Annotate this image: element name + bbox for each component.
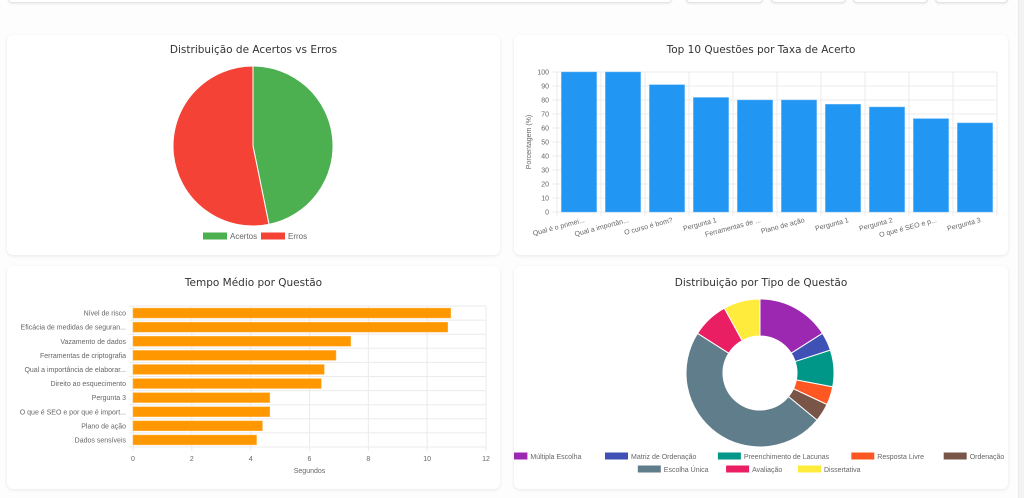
bar-8 bbox=[869, 106, 905, 213]
bar-5 bbox=[737, 99, 773, 213]
bar-3 bbox=[649, 84, 685, 213]
x-tick-label: Pergunta 3 bbox=[947, 217, 982, 233]
legend-label-escolha-unica: Escolha Única bbox=[664, 465, 709, 474]
y-tick-label: 10 bbox=[541, 196, 549, 203]
bar-10 bbox=[957, 122, 993, 213]
y-tick-label: 90 bbox=[541, 84, 549, 91]
donut-slice-escolha-unica bbox=[685, 332, 818, 448]
bar-chart-card: Top 10 Questões por Taxa de Acerto 0 10 20… bbox=[514, 35, 1008, 255]
legend-label-avaliacao: Avaliação bbox=[752, 467, 782, 474]
pie-slice-erros bbox=[172, 65, 270, 227]
y-tick-label: 60 bbox=[541, 126, 549, 133]
y-tick-label: Nível de risco bbox=[84, 311, 127, 318]
top-button-3[interactable] bbox=[853, 0, 928, 3]
hbar-10 bbox=[132, 434, 257, 446]
x-tick-label: 2 bbox=[190, 456, 194, 463]
hbar-3 bbox=[132, 336, 351, 347]
pie-slice-acertos bbox=[252, 65, 334, 225]
hbar-8 bbox=[132, 406, 271, 417]
legend-label-dissertativa: Dissertativa bbox=[824, 467, 861, 474]
y-tick-label: Pergunta 3 bbox=[92, 395, 126, 402]
y-tick-label: 40 bbox=[541, 154, 549, 161]
x-tick-label: 12 bbox=[482, 456, 490, 463]
y-tick-label: 0 bbox=[545, 210, 549, 217]
legend-label-matriz-de-ordenacao: Matriz de Ordenação bbox=[631, 454, 696, 461]
pie-chart-card: Distribuição de Acertos vs Erros Acertos… bbox=[7, 35, 500, 255]
legend-label-resposta-livre: Resposta Livre bbox=[877, 454, 924, 461]
y-tick-label: Vazamento de dados bbox=[60, 339, 126, 346]
donut-slice-dissertativa bbox=[723, 298, 761, 342]
x-tick-label: Pergunta 1 bbox=[815, 217, 850, 233]
x-tick-label: 6 bbox=[308, 456, 312, 463]
bar-6 bbox=[781, 99, 817, 213]
y-tick-label: Dados sensíveis bbox=[75, 437, 127, 444]
legend-swatch-resposta-livre bbox=[851, 452, 875, 460]
legend-swatch-matriz-de-ordenacao bbox=[605, 452, 628, 460]
x-tick-label: 0 bbox=[131, 456, 135, 463]
y-tick-label: 20 bbox=[541, 182, 549, 189]
bar-9 bbox=[913, 118, 949, 213]
bar-4 bbox=[693, 97, 729, 213]
hbar-chart-card: Tempo Médio por Questão 0 2 4 6 8 10 12 Nível d… bbox=[7, 266, 500, 489]
hbar-chart: 0 2 4 6 8 10 12 Nível de risco Eficácia de medid… bbox=[20, 305, 490, 475]
y-tick-label: Ferramentas de criptografia bbox=[40, 353, 126, 360]
legend-label-acertos: Acertos bbox=[230, 232, 257, 241]
y-axis-label: Porcentagem (%) bbox=[526, 115, 533, 169]
page-scrollbar[interactable] bbox=[1018, 0, 1024, 498]
hbar-6 bbox=[132, 378, 322, 389]
y-tick-label: Direito ao esquecimento bbox=[51, 381, 127, 388]
y-tick-label: O que é SEO e por que é import... bbox=[20, 409, 126, 416]
hbar-1 bbox=[132, 307, 451, 319]
legend-label-multipla-escolha: Múltipla Escolha bbox=[530, 454, 581, 461]
hbar-5 bbox=[132, 364, 325, 375]
hbar-2 bbox=[132, 321, 449, 333]
hbar-4 bbox=[132, 350, 337, 361]
bar-chart-title: Top 10 Questões por Taxa de Acerto bbox=[666, 44, 856, 56]
legend-swatch-erros bbox=[261, 232, 285, 240]
hbar-9 bbox=[132, 420, 263, 432]
y-tick-label: 50 bbox=[541, 140, 549, 147]
search-bar[interactable] bbox=[8, 0, 672, 3]
top-button-1[interactable] bbox=[686, 0, 763, 3]
hbar-7 bbox=[132, 392, 271, 403]
pie-chart: Acertos Erros bbox=[172, 65, 334, 241]
x-tick-label: Plano de ação bbox=[760, 217, 805, 235]
bar-2 bbox=[605, 71, 641, 213]
x-tick-label: 8 bbox=[366, 456, 370, 463]
x-tick-label: 4 bbox=[249, 456, 253, 463]
legend-swatch-acertos bbox=[203, 232, 227, 240]
hbar-chart-title: Tempo Médio por Questão bbox=[184, 277, 323, 289]
legend-swatch-avaliacao bbox=[726, 465, 750, 473]
bar-7 bbox=[825, 104, 861, 213]
bar-1 bbox=[561, 71, 597, 213]
pie-chart-title: Distribuição de Acertos vs Erros bbox=[169, 44, 338, 56]
legend-swatch-multipla-escolha bbox=[514, 452, 528, 460]
y-tick-label: Eficácia de medidas de seguran... bbox=[21, 325, 127, 332]
legend-swatch-dissertativa bbox=[798, 465, 821, 473]
y-tick-label: Qual a importância de elaborar... bbox=[24, 367, 126, 374]
x-tick-label: 10 bbox=[423, 456, 431, 463]
legend-swatch-preenchimento-de-lacunas bbox=[717, 452, 741, 460]
y-tick-label: Plano de ação bbox=[81, 423, 126, 430]
x-tick-label: O curso é bom? bbox=[624, 217, 674, 237]
top-button-2[interactable] bbox=[771, 0, 846, 3]
donut-chart-card: Distribuição por Tipo de Questão Múltipl… bbox=[514, 266, 1008, 489]
legend-label-preenchimento-de-lacunas: Preenchimento de Lacunas bbox=[744, 454, 830, 461]
y-tick-label: 80 bbox=[541, 98, 549, 105]
donut-chart: Múltipla Escolha Matriz de Ordenação Preen… bbox=[514, 298, 1005, 474]
donut-chart-title: Distribuição por Tipo de Questão bbox=[674, 277, 848, 289]
x-axis-label: Segundos bbox=[294, 468, 326, 475]
y-tick-label: 70 bbox=[541, 112, 549, 119]
y-tick-label: 30 bbox=[541, 168, 549, 175]
legend-swatch-ordenacao bbox=[943, 452, 967, 460]
legend-label-ordenacao: Ordenação bbox=[970, 454, 1005, 461]
top-button-4[interactable] bbox=[935, 0, 1008, 3]
legend-swatch-escolha-unica bbox=[637, 465, 661, 473]
legend-label-erros: Erros bbox=[288, 232, 307, 241]
y-tick-label: 100 bbox=[537, 70, 549, 77]
